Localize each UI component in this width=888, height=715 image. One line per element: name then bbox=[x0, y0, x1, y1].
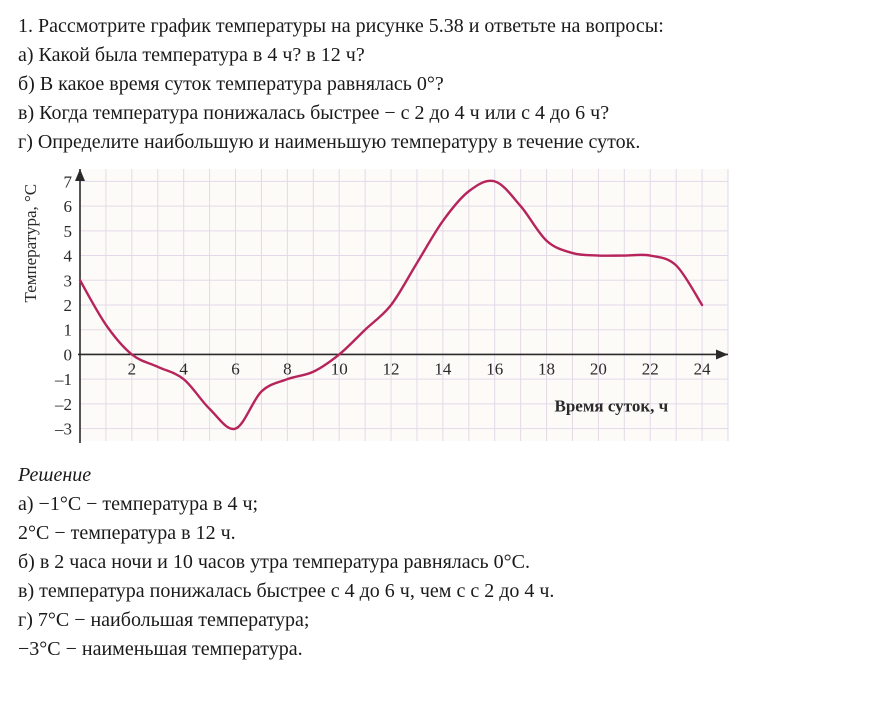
question-intro: 1. Рассмотрите график температуры на рис… bbox=[18, 12, 870, 41]
svg-text:–1: –1 bbox=[54, 370, 72, 389]
chart-svg: –3–2–10123456724681012141618202224Темпер… bbox=[18, 159, 738, 459]
svg-text:5: 5 bbox=[64, 222, 73, 241]
svg-text:24: 24 bbox=[694, 359, 712, 378]
solution-d1: г) 7°C − наибольшая температура; bbox=[18, 606, 870, 635]
solution-a2: 2°C − температура в 12 ч. bbox=[18, 519, 870, 548]
svg-text:6: 6 bbox=[231, 359, 240, 378]
question-c: в) Когда температура понижалась быстрее … bbox=[18, 99, 870, 128]
svg-text:Температура, °С: Температура, °С bbox=[21, 184, 40, 303]
svg-text:6: 6 bbox=[64, 197, 73, 216]
svg-text:10: 10 bbox=[331, 359, 348, 378]
svg-text:3: 3 bbox=[64, 271, 73, 290]
question-b: б) В какое время суток температура равня… bbox=[18, 70, 870, 99]
solution-c: в) температура понижалась быстрее с 4 до… bbox=[18, 577, 870, 606]
svg-text:12: 12 bbox=[383, 359, 400, 378]
svg-text:22: 22 bbox=[642, 359, 659, 378]
solution-block: Решение а) −1°C − температура в 4 ч; 2°C… bbox=[18, 461, 870, 664]
svg-text:20: 20 bbox=[590, 359, 607, 378]
svg-text:7: 7 bbox=[64, 172, 73, 191]
svg-text:1: 1 bbox=[64, 321, 73, 340]
question-d: г) Определите наибольшую и наименьшую те… bbox=[18, 128, 870, 157]
page: 1. Рассмотрите график температуры на рис… bbox=[0, 0, 888, 715]
svg-text:4: 4 bbox=[64, 247, 73, 266]
svg-text:2: 2 bbox=[128, 359, 137, 378]
svg-text:–3: –3 bbox=[54, 420, 72, 439]
svg-text:8: 8 bbox=[283, 359, 292, 378]
temperature-chart: –3–2–10123456724681012141618202224Темпер… bbox=[18, 159, 870, 459]
svg-text:–2: –2 bbox=[54, 395, 72, 414]
svg-text:2: 2 bbox=[64, 296, 73, 315]
solution-title: Решение bbox=[18, 461, 870, 490]
svg-text:18: 18 bbox=[538, 359, 555, 378]
svg-text:16: 16 bbox=[486, 359, 503, 378]
solution-a1: а) −1°C − температура в 4 ч; bbox=[18, 490, 870, 519]
solution-d2: −3°C − наименьшая температура. bbox=[18, 635, 870, 664]
question-a: а) Какой была температура в 4 ч? в 12 ч? bbox=[18, 41, 870, 70]
question-block: 1. Рассмотрите график температуры на рис… bbox=[18, 12, 870, 157]
svg-text:Время суток, ч: Время суток, ч bbox=[555, 396, 669, 415]
svg-text:4: 4 bbox=[179, 359, 188, 378]
svg-text:14: 14 bbox=[434, 359, 452, 378]
solution-b: б) в 2 часа ночи и 10 часов утра темпера… bbox=[18, 548, 870, 577]
svg-text:0: 0 bbox=[64, 345, 73, 364]
